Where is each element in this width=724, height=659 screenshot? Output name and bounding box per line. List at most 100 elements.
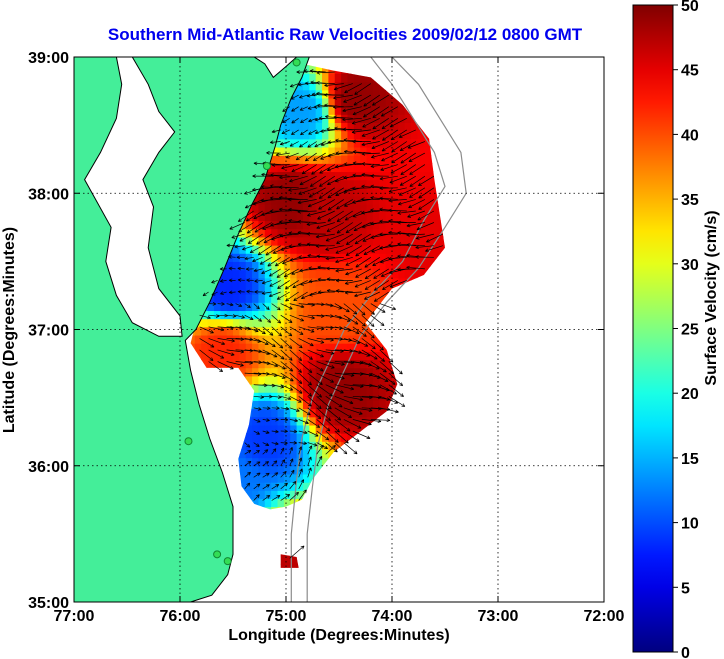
velocity-cell (417, 236, 425, 246)
velocity-cell (328, 187, 336, 197)
velocity-cell (283, 326, 291, 336)
velocity-cell (283, 555, 291, 565)
velocity-arrow (335, 151, 353, 156)
velocity-cell (322, 424, 329, 434)
velocity-cell (341, 130, 349, 140)
velocity-cell (322, 392, 329, 401)
velocity-arrow (298, 349, 313, 360)
velocity-cell (264, 269, 272, 279)
velocity-arrow (269, 196, 290, 201)
velocity-cell (233, 294, 240, 303)
velocity-cell (271, 359, 279, 369)
velocity-cell (372, 195, 380, 205)
velocity-arrow (334, 384, 355, 391)
velocity-cell (309, 351, 317, 361)
velocity-cell (392, 384, 399, 393)
velocity-cell (277, 294, 285, 303)
velocity-cell (315, 285, 323, 295)
velocity-cell (290, 122, 298, 132)
velocity-cell (252, 343, 260, 352)
velocity-cell (201, 351, 209, 361)
velocity-arrow (361, 129, 380, 137)
velocity-cell (322, 441, 329, 450)
velocity-arrow (388, 230, 407, 235)
velocity-cell (404, 130, 412, 140)
velocity-cell (277, 122, 285, 132)
velocity-cell (334, 433, 342, 442)
velocity-cell (334, 130, 342, 140)
velocity-cell (334, 212, 342, 222)
velocity-cell (258, 424, 266, 434)
velocity-cell (271, 294, 279, 303)
velocity-cell (360, 375, 368, 385)
velocity-arrow (295, 152, 308, 161)
velocity-cell (239, 294, 247, 303)
velocity-cell (417, 253, 425, 262)
velocity-arrow (211, 291, 218, 296)
velocity-cell (315, 416, 323, 426)
velocity-cell (315, 146, 323, 156)
velocity-cell (379, 138, 387, 148)
velocity-cell (328, 89, 336, 99)
velocity-cell (283, 106, 291, 115)
velocity-cell (379, 285, 387, 295)
velocity-cell (315, 261, 323, 271)
velocity-cell (341, 302, 349, 312)
velocity-cell (277, 441, 285, 450)
velocity-cell (379, 114, 387, 123)
velocity-cell (277, 228, 285, 238)
velocity-cell (334, 277, 342, 287)
velocity-cell (379, 195, 387, 205)
velocity-cell (347, 73, 355, 83)
velocity-cell (283, 441, 291, 450)
radar-station-marker (184, 437, 193, 446)
velocity-cell (353, 236, 361, 246)
velocity-cell (322, 73, 329, 83)
velocity-cell (296, 146, 304, 156)
velocity-cell (296, 245, 304, 254)
velocity-arrow (220, 291, 227, 295)
velocity-cell (290, 253, 298, 262)
velocity-arrow (289, 491, 299, 501)
velocity-cell (360, 384, 368, 393)
velocity-arrow (388, 384, 404, 397)
velocity-arrow (271, 460, 278, 466)
velocity-arrow (316, 384, 333, 397)
velocity-cell (296, 294, 304, 303)
velocity-cell (271, 318, 279, 328)
velocity-cell (334, 408, 342, 418)
velocity-arrow (306, 93, 317, 98)
velocity-cell (341, 138, 349, 148)
velocity-cell (385, 277, 393, 287)
velocity-arrow (343, 94, 362, 103)
velocity-arrow (308, 266, 326, 271)
velocity-arrow (327, 152, 344, 158)
velocity-cell (252, 449, 260, 459)
velocity-cell (322, 163, 329, 173)
velocity-cell (366, 416, 374, 426)
velocity-cell (334, 89, 342, 99)
velocity-arrow (253, 472, 261, 478)
velocity-arrow (257, 245, 272, 256)
velocity-cell (334, 220, 342, 230)
velocity-arrow (219, 267, 227, 271)
velocity-cell (315, 334, 323, 344)
velocity-cell (252, 457, 260, 467)
velocity-cell (239, 457, 247, 467)
velocity-arrow (326, 288, 344, 293)
velocity-cell (290, 343, 298, 352)
velocity-arrow (261, 268, 272, 275)
velocity-cell (328, 81, 336, 91)
bathymetry-contour (306, 57, 467, 602)
velocity-cell (264, 343, 272, 352)
x-tick-label: 76:00 (160, 608, 201, 625)
velocity-arrow (379, 245, 398, 250)
velocity-arrow (343, 442, 358, 455)
velocity-cell (322, 179, 329, 189)
velocity-cell (334, 114, 342, 123)
velocity-arrow (244, 471, 251, 478)
velocity-cell (309, 285, 317, 295)
velocity-arrow (280, 361, 294, 372)
velocity-cell (360, 285, 368, 295)
velocity-arrow (342, 127, 362, 132)
